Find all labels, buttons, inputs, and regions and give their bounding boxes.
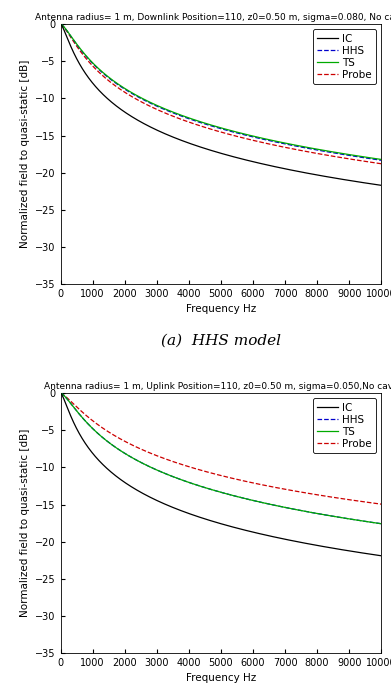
HHS — [58, 20, 63, 28]
Probe — [379, 500, 384, 509]
HHS — [214, 487, 219, 495]
IC — [206, 145, 210, 153]
Title: Antenna radius= 1 m, Downlink Position=110, z0=0.50 m, sigma=0.080, No cave: Antenna radius= 1 m, Downlink Position=1… — [36, 13, 391, 22]
Y-axis label: Normalized field to quasi-static [dB]: Normalized field to quasi-static [dB] — [20, 60, 30, 248]
IC — [369, 550, 374, 558]
IC — [75, 425, 79, 433]
Probe — [75, 42, 79, 50]
IC — [369, 550, 374, 558]
Line: HHS: HHS — [61, 393, 381, 524]
X-axis label: Frequency Hz: Frequency Hz — [186, 674, 256, 683]
X-axis label: Frequency Hz: Frequency Hz — [186, 305, 256, 314]
Probe — [311, 149, 316, 157]
TS — [311, 144, 316, 153]
IC — [311, 540, 316, 549]
TS — [369, 154, 374, 162]
Line: IC: IC — [61, 393, 381, 556]
HHS — [369, 518, 374, 527]
IC — [75, 55, 79, 64]
Probe — [379, 160, 384, 168]
IC — [214, 518, 219, 527]
Probe — [58, 20, 63, 28]
Probe — [206, 468, 210, 476]
IC — [58, 389, 63, 397]
TS — [369, 154, 374, 162]
TS — [58, 389, 63, 397]
Probe — [58, 389, 63, 397]
HHS — [58, 389, 63, 397]
HHS — [206, 484, 210, 493]
Title: Antenna radius= 1 m, Uplink Position=110, z0=0.50 m, sigma=0.050,No cave: Antenna radius= 1 m, Uplink Position=110… — [43, 382, 391, 391]
TS — [369, 518, 374, 527]
HHS — [379, 520, 384, 528]
Probe — [214, 471, 219, 479]
HHS — [311, 145, 316, 153]
TS — [214, 487, 219, 495]
IC — [214, 148, 219, 156]
IC — [311, 170, 316, 178]
Probe — [369, 158, 374, 167]
Line: Probe: Probe — [61, 393, 381, 504]
Legend: IC, HHS, TS, Probe: IC, HHS, TS, Probe — [313, 399, 376, 453]
Probe — [369, 499, 374, 507]
Probe — [311, 490, 316, 498]
Legend: IC, HHS, TS, Probe: IC, HHS, TS, Probe — [313, 30, 376, 84]
HHS — [75, 407, 79, 415]
IC — [58, 20, 63, 28]
TS — [379, 520, 384, 528]
HHS — [214, 123, 219, 131]
TS — [311, 509, 316, 517]
HHS — [369, 155, 374, 163]
TS — [75, 407, 79, 415]
Line: IC: IC — [61, 24, 381, 185]
Probe — [214, 126, 219, 135]
Probe — [75, 403, 79, 411]
Probe — [206, 124, 210, 133]
HHS — [206, 121, 210, 129]
Probe — [369, 499, 374, 507]
Line: TS: TS — [61, 393, 381, 524]
IC — [369, 180, 374, 188]
IC — [379, 181, 384, 189]
HHS — [369, 518, 374, 527]
TS — [58, 20, 63, 28]
TS — [75, 40, 79, 48]
TS — [206, 120, 210, 129]
Text: (a)  HHS model: (a) HHS model — [161, 333, 281, 348]
HHS — [311, 509, 316, 517]
Line: HHS: HHS — [61, 24, 381, 160]
IC — [379, 551, 384, 560]
TS — [214, 122, 219, 131]
Y-axis label: Normalized field to quasi-static [dB]: Normalized field to quasi-static [dB] — [20, 429, 30, 617]
Line: Probe: Probe — [61, 24, 381, 164]
TS — [206, 484, 210, 493]
HHS — [75, 41, 79, 49]
HHS — [379, 156, 384, 164]
IC — [206, 515, 210, 524]
TS — [369, 518, 374, 527]
HHS — [369, 155, 374, 163]
Probe — [369, 158, 374, 167]
IC — [369, 180, 374, 188]
Line: TS: TS — [61, 24, 381, 160]
TS — [379, 155, 384, 164]
